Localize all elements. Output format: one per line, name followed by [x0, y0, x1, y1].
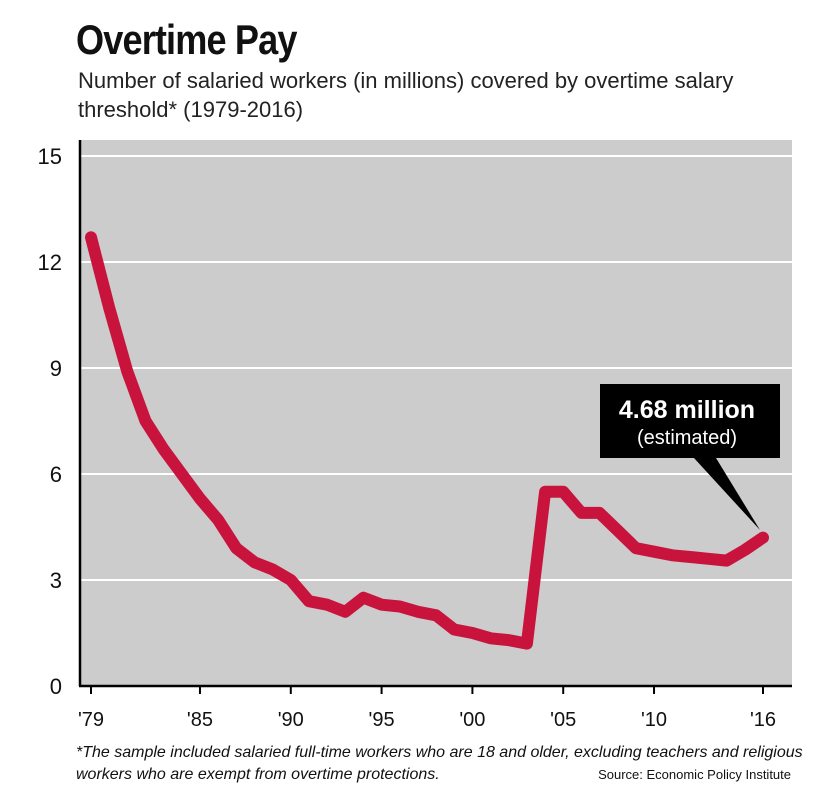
x-tick-label: '00	[459, 709, 485, 731]
x-tick-label: '79	[78, 709, 104, 731]
y-axis-ticks: 0 3 6 9 12 15	[38, 144, 62, 699]
chart-subtitle: Number of salaried workers (in millions)…	[78, 68, 734, 122]
callout: 4.68 million (estimated)	[600, 384, 780, 530]
y-tick-label: 15	[38, 144, 62, 169]
x-axis-ticks: '79 '85 '90 '95 '00 '05 '10 '16	[78, 686, 776, 731]
callout-value: 4.68 million	[619, 396, 755, 424]
callout-box	[600, 384, 780, 530]
x-tick-label: '90	[278, 709, 304, 731]
x-tick-label: '95	[369, 709, 395, 731]
source-credit: Source: Economic Policy Institute	[598, 767, 791, 782]
x-tick-label: '05	[550, 709, 576, 731]
y-tick-label: 12	[38, 250, 62, 275]
chart-title: Overtime Pay	[76, 16, 297, 63]
gridlines	[80, 155, 792, 581]
x-tick-label: '16	[750, 709, 776, 731]
y-tick-label: 9	[50, 356, 62, 381]
footnote: *The sample included salaried full-time …	[76, 744, 803, 783]
y-tick-label: 3	[50, 568, 62, 593]
x-tick-label: '85	[187, 709, 213, 731]
series-line	[85, 231, 769, 650]
x-tick-label: '10	[641, 709, 667, 731]
y-tick-label: 6	[50, 462, 62, 487]
y-tick-label: 0	[50, 674, 62, 699]
callout-note: (estimated)	[637, 427, 737, 449]
